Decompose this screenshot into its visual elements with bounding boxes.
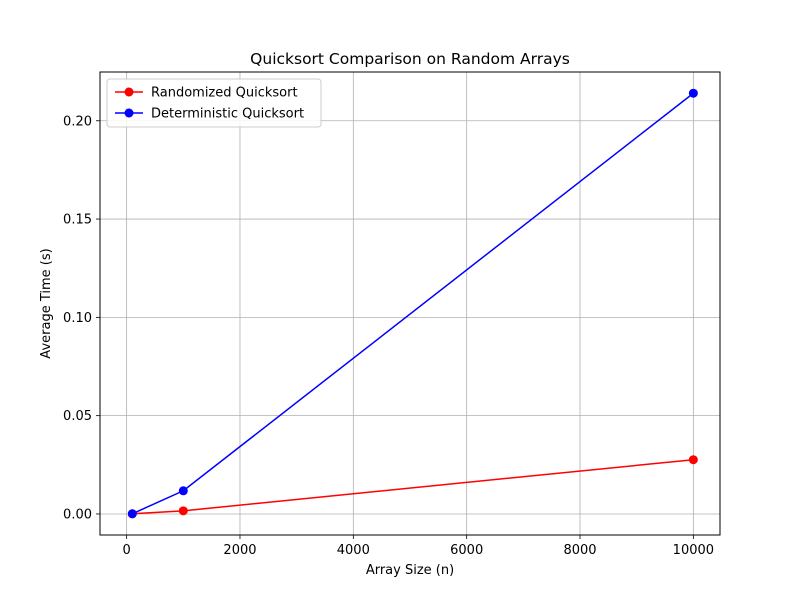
y-axis-label: Average Time (s) [39,248,54,358]
grid-layer [100,72,720,535]
series-layer [127,88,698,519]
legend-label: Randomized Quicksort [151,86,298,101]
y-tick-label: 0.20 [63,114,92,129]
x-tick-label: 8000 [563,543,596,558]
data-point-deterministic-quicksort [178,486,188,496]
series-line-randomized-quicksort [132,458,694,515]
legend-box [106,78,322,128]
chart-title: Quicksort Comparison on Random Arrays [250,50,570,68]
y-tick-label: 0.05 [63,409,92,424]
legend-marker [124,87,134,97]
data-point-randomized-quicksort [178,506,188,516]
x-axis-label: Array Size (n) [366,563,454,578]
x-tick-label: 6000 [450,543,483,558]
plot-frame [99,71,721,536]
data-point-deterministic-quicksort [127,509,137,519]
x-tick-label: 0 [122,543,130,558]
legend-marker [124,108,134,118]
x-tick-label: 2000 [223,543,256,558]
legend-label: Deterministic Quicksort [151,107,304,122]
legend: Randomized Quicksort Deterministic Quicks… [106,78,322,128]
data-point-deterministic-quicksort [688,88,698,98]
data-point-randomized-quicksort [688,455,698,465]
y-tick-label: 0.00 [63,507,92,522]
x-tick-label: 4000 [337,543,370,558]
x-tick-label: 10000 [673,543,714,558]
y-tick-label: 0.15 [63,213,92,228]
y-tick-label: 0.10 [63,311,92,326]
tick-layer: 0 2000 4000 6000 8000 10000 0.00 0.05 0.10 0.15 0.… [63,114,714,558]
series-line-deterministic-quicksort [131,92,694,515]
